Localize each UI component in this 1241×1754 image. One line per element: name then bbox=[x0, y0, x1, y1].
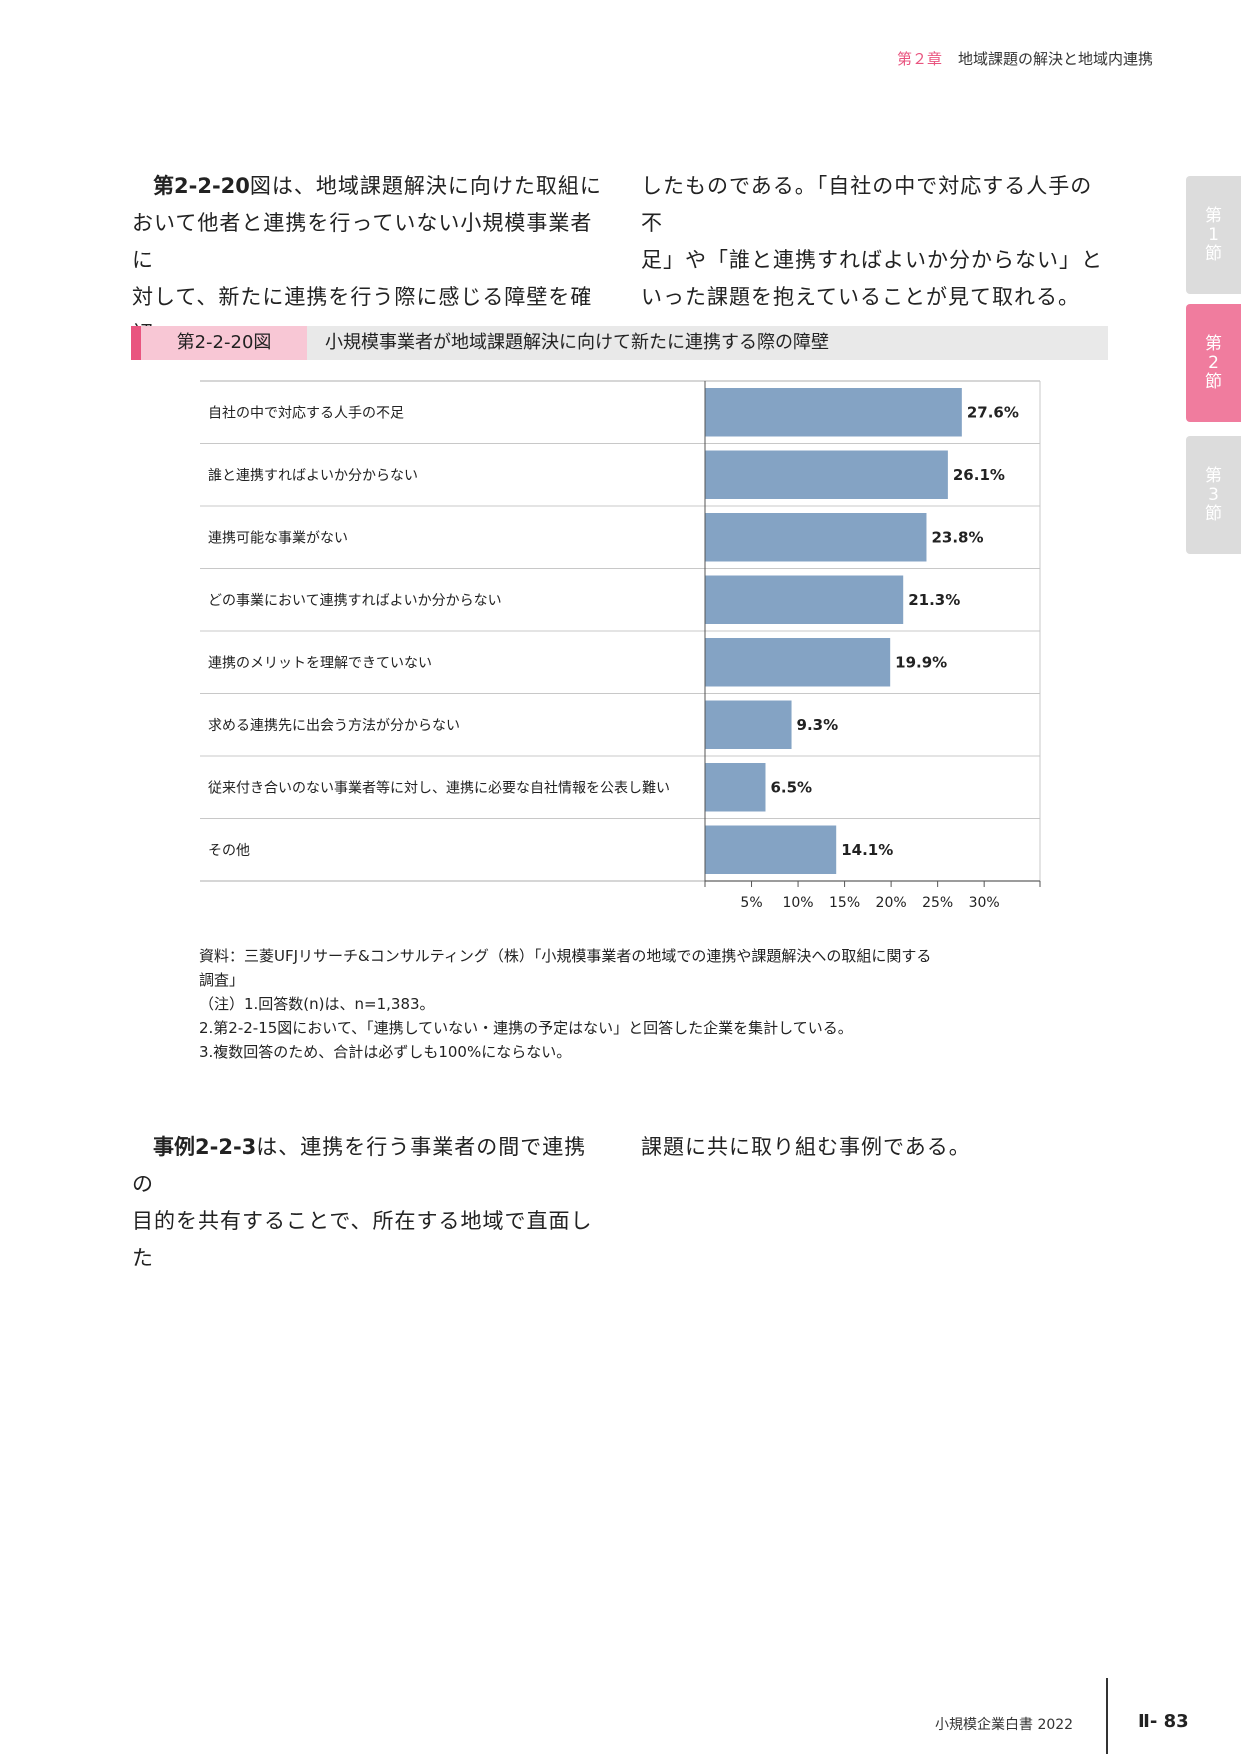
x-tick-label: 20% bbox=[876, 895, 907, 911]
value-label: 9.3% bbox=[797, 716, 839, 734]
category-label: どの事業において連携すればよいか分からない bbox=[208, 593, 502, 609]
page-number: Ⅱ- 83 bbox=[1138, 1711, 1189, 1732]
running-header: 第２章 地域課題の解決と地域内連携 bbox=[897, 48, 1153, 69]
category-label: 連携のメリットを理解できていない bbox=[208, 655, 432, 671]
bar bbox=[705, 825, 837, 874]
figure-notes: 資料：三菱UFJリサーチ&コンサルティング（株）「小規模事業者の地域での連携や課… bbox=[199, 944, 1079, 1064]
chapter-title: 地域課題の解決と地域内連携 bbox=[957, 50, 1153, 68]
x-tick-label: 10% bbox=[782, 895, 813, 911]
value-label: 21.3% bbox=[908, 591, 960, 609]
source-line-2: 調査」 bbox=[199, 971, 245, 989]
chapter-label: 第２章 bbox=[896, 50, 942, 68]
bar-chart: 自社の中で対応する人手の不足 27.6% 誰と連携すればよいか分からない 26.1% 連… bbox=[200, 380, 1041, 911]
note-2: 2.第2-2-15図において、「連携していない・連携の予定はない」と回答した企業… bbox=[199, 1019, 853, 1037]
x-tick-label: 30% bbox=[969, 895, 1000, 911]
note-1: （注）1.回答数(n)は、n=1,383。 bbox=[199, 995, 435, 1013]
source-line-1: 資料：三菱UFJリサーチ&コンサルティング（株）「小規模事業者の地域での連携や課… bbox=[199, 947, 932, 965]
category-label: 自社の中で対応する人手の不足 bbox=[208, 405, 404, 421]
value-label: 26.1% bbox=[953, 466, 1005, 484]
figure-number: 第2-2-20図 bbox=[141, 326, 307, 360]
note-3: 3.複数回答のため、合計は必ずしも100%にならない。 bbox=[199, 1043, 572, 1061]
outro-column-left: 事例2-2-3は、連携を行う事業者の間で連携の 目的を共有することで、所在する地… bbox=[132, 1135, 593, 1270]
category-label: 誰と連携すればよいか分からない bbox=[208, 468, 418, 484]
x-tick-label: 25% bbox=[922, 895, 953, 911]
bar bbox=[705, 388, 962, 437]
bar bbox=[705, 450, 948, 499]
category-label: 連携可能な事業がない bbox=[208, 530, 348, 546]
x-tick-label: 15% bbox=[829, 895, 860, 911]
bar bbox=[705, 700, 792, 749]
x-tick-label: 5% bbox=[740, 895, 762, 911]
side-tab-section-3[interactable]: 第 3 節 bbox=[1186, 436, 1241, 554]
value-label: 19.9% bbox=[895, 653, 947, 671]
bar bbox=[705, 575, 904, 624]
side-tab-section-2[interactable]: 第 2 節 bbox=[1186, 304, 1241, 422]
side-tab-section-1[interactable]: 第 1 節 bbox=[1186, 176, 1241, 294]
case-reference: 事例2-2-3 bbox=[153, 1135, 257, 1159]
bar bbox=[705, 638, 891, 687]
category-label: 従来付き合いのない事業者等に対し、連携に必要な自社情報を公表し難い bbox=[208, 779, 670, 796]
value-label: 6.5% bbox=[770, 778, 812, 796]
book-title: 小規模企業白書 2022 bbox=[935, 1717, 1074, 1733]
figure-title: 小規模事業者が地域課題解決に向けて新たに連携する際の障壁 bbox=[325, 332, 829, 353]
intro-column-right: したものである。「自社の中で対応する人手の不 足」や「誰と連携すればよいか分から… bbox=[641, 174, 1103, 309]
outro-column-right: 課題に共に取り組む事例である。 bbox=[641, 1135, 971, 1159]
value-label: 23.8% bbox=[931, 528, 983, 546]
figure-accent-stripe bbox=[131, 326, 141, 360]
bar bbox=[705, 513, 927, 562]
value-label: 14.1% bbox=[841, 841, 893, 859]
figure-reference: 第2-2-20 bbox=[153, 174, 250, 198]
figure-title-bar: 第2-2-20図 小規模事業者が地域課題解決に向けて新たに連携する際の障壁 bbox=[131, 326, 1108, 360]
category-label: 求める連携先に出会う方法が分からない bbox=[208, 718, 460, 734]
bar bbox=[705, 763, 766, 812]
category-label: その他 bbox=[208, 843, 250, 859]
footer-divider bbox=[1106, 1678, 1108, 1754]
value-label: 27.6% bbox=[967, 403, 1019, 421]
